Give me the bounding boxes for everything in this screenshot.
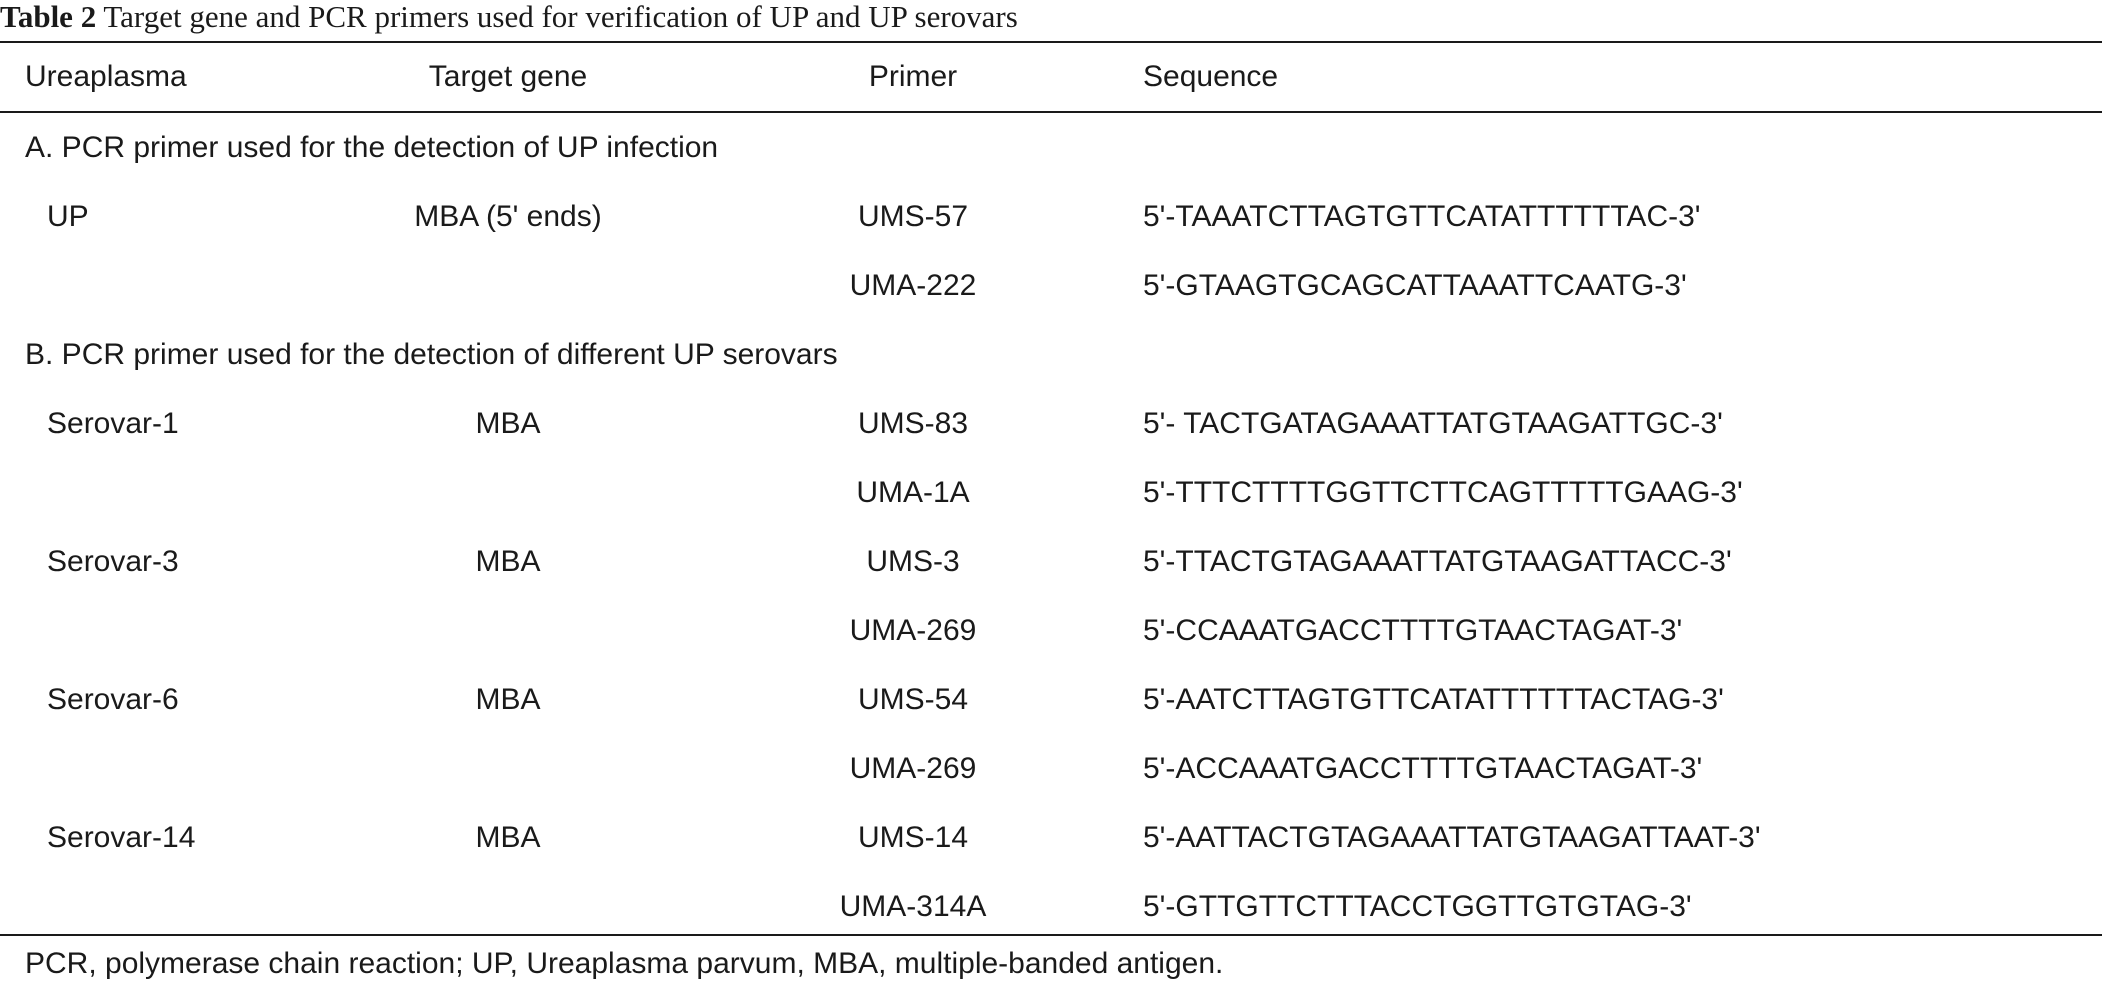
cell-sequence: 5'-ACCAAATGACCTTTTGTAACTAGAT-3' bbox=[1143, 752, 1703, 785]
cell-sequence: 5'-TAAATCTTAGTGTTCATATTTTTTAC-3' bbox=[1143, 200, 1701, 233]
cell-primer: UMS-54 bbox=[857, 683, 969, 716]
header-row: Ureaplasma Target gene Primer Sequence bbox=[0, 42, 2102, 111]
table-row: UMA-222 5'-GTAAGTGCAGCATTAAATTCAATG-3' bbox=[0, 251, 2102, 320]
cell-target-gene: MBA (5' ends) bbox=[414, 200, 602, 233]
table-row: Serovar-3 MBA UMS-3 5'-TTACTGTAGAAATTATG… bbox=[0, 527, 2102, 596]
header-rule bbox=[0, 111, 2102, 113]
section-title-row: A. PCR primer used for the detection of … bbox=[0, 113, 2102, 182]
cell-sequence: 5'-CCAAATGACCTTTTGTAACTAGAT-3' bbox=[1143, 614, 1683, 647]
cell-target-gene: MBA bbox=[475, 545, 541, 578]
cell-ureaplasma: Serovar-3 bbox=[47, 545, 179, 578]
table-row: UMA-1A 5'-TTTCTTTTGGTTCTTCAGTTTTTGAAG-3' bbox=[0, 458, 2102, 527]
table-caption: Table 2 Target gene and PCR primers used… bbox=[0, 0, 1018, 40]
table-row: UMA-314A 5'-GTTGTTCTTTACCTGGTTGTGTAG-3' bbox=[0, 872, 2102, 941]
cell-ureaplasma: Serovar-6 bbox=[47, 683, 179, 716]
table-row: Serovar-14 MBA UMS-14 5'-AATTACTGTAGAAAT… bbox=[0, 803, 2102, 872]
cell-primer: UMA-269 bbox=[849, 614, 977, 647]
cell-sequence: 5'- TACTGATAGAAATTATGTAAGATTGC-3' bbox=[1143, 407, 1723, 440]
cell-primer: UMA-314A bbox=[839, 890, 987, 923]
header-ureaplasma: Ureaplasma bbox=[25, 60, 187, 93]
cell-sequence: 5'-GTTGTTCTTTACCTGGTTGTGTAG-3' bbox=[1143, 890, 1692, 923]
cell-primer: UMA-1A bbox=[856, 476, 970, 509]
table-label: Table 2 bbox=[0, 0, 97, 34]
cell-target-gene: MBA bbox=[475, 683, 541, 716]
cell-primer: UMA-222 bbox=[849, 269, 977, 302]
top-rule bbox=[0, 41, 2102, 43]
cell-primer: UMS-57 bbox=[857, 200, 969, 233]
primer-table: Ureaplasma Target gene Primer Sequence A… bbox=[0, 42, 2102, 941]
cell-sequence: 5'-GTAAGTGCAGCATTAAATTCAATG-3' bbox=[1143, 269, 1687, 302]
section-title: A. PCR primer used for the detection of … bbox=[25, 131, 719, 164]
table-row: UMA-269 5'-CCAAATGACCTTTTGTAACTAGAT-3' bbox=[0, 596, 2102, 665]
table-row: UMA-269 5'-ACCAAATGACCTTTTGTAACTAGAT-3' bbox=[0, 734, 2102, 803]
cell-ureaplasma: UP bbox=[47, 200, 89, 233]
header-sequence: Sequence bbox=[1143, 60, 1279, 93]
cell-ureaplasma: Serovar-1 bbox=[47, 407, 179, 440]
cell-sequence: 5'-AATTACTGTAGAAATTATGTAAGATTAAT-3' bbox=[1143, 821, 1761, 854]
cell-primer: UMS-3 bbox=[866, 545, 960, 578]
table-title: Target gene and PCR primers used for ver… bbox=[103, 0, 1018, 34]
cell-sequence: 5'-TTTCTTTTGGTTCTTCAGTTTTTGAAG-3' bbox=[1143, 476, 1743, 509]
cell-ureaplasma: Serovar-14 bbox=[47, 821, 196, 854]
cell-sequence: 5'-TTACTGTAGAAATTATGTAAGATTACC-3' bbox=[1143, 545, 1732, 578]
table-row: UP MBA (5' ends) UMS-57 5'-TAAATCTTAGTGT… bbox=[0, 182, 2102, 251]
bottom-rule bbox=[0, 934, 2102, 936]
cell-primer: UMS-83 bbox=[857, 407, 969, 440]
section-title-row: B. PCR primer used for the detection of … bbox=[0, 320, 2102, 389]
table-row: Serovar-6 MBA UMS-54 5'-AATCTTAGTGTTCATA… bbox=[0, 665, 2102, 734]
cell-primer: UMA-269 bbox=[849, 752, 977, 785]
cell-target-gene: MBA bbox=[475, 821, 541, 854]
table-footnote: PCR, polymerase chain reaction; UP, Urea… bbox=[25, 947, 1224, 980]
cell-sequence: 5'-AATCTTAGTGTTCATATTTTTTACTAG-3' bbox=[1143, 683, 1724, 716]
cell-primer: UMS-14 bbox=[857, 821, 969, 854]
section-title: B. PCR primer used for the detection of … bbox=[25, 338, 838, 371]
cell-target-gene: MBA bbox=[475, 407, 541, 440]
table-row: Serovar-1 MBA UMS-83 5'- TACTGATAGAAATTA… bbox=[0, 389, 2102, 458]
header-primer: Primer bbox=[868, 60, 958, 93]
header-target-gene: Target gene bbox=[428, 60, 588, 93]
